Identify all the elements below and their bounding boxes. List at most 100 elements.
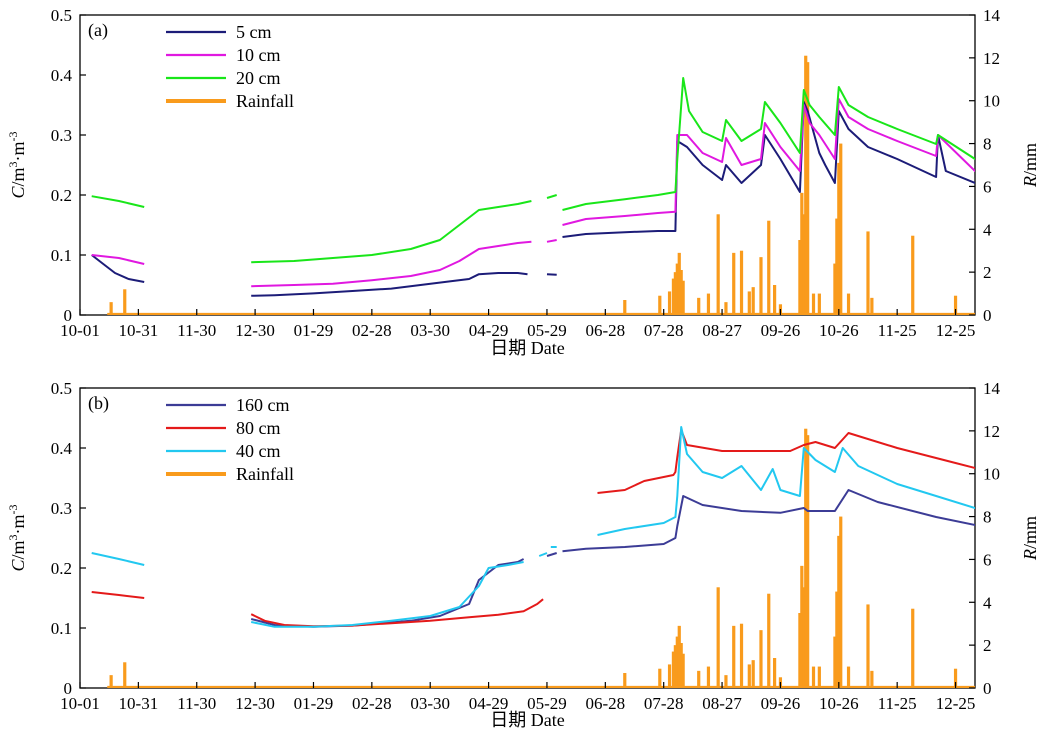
rainfall-bar (658, 296, 661, 315)
y2-axis-var: R (1020, 549, 1040, 561)
y2-tick-label: 10 (983, 465, 1000, 484)
y-tick-label: 0.5 (51, 6, 72, 25)
rainfall-bar (697, 298, 700, 315)
rainfall-bar (707, 294, 710, 315)
y2-tick-label: 4 (983, 593, 992, 612)
series-line-5cm (92, 255, 145, 282)
rainfall-bar (839, 144, 842, 315)
legend-label: 5 cm (236, 22, 272, 42)
y2-tick-label: 0 (983, 306, 992, 325)
y2-axis-var: R (1020, 176, 1040, 188)
legend-label: 10 cm (236, 45, 281, 65)
x-tick-label: 01-29 (294, 694, 334, 713)
y-axis-title: C/m3·m-3 (6, 504, 28, 571)
x-tick-label: 10-26 (819, 321, 859, 340)
y2-tick-label: 6 (983, 177, 992, 196)
rainfall-bar (767, 594, 770, 688)
rainfall-bar (1047, 306, 1050, 315)
rainfall-bar (773, 658, 776, 688)
rainfall-bar (623, 673, 626, 688)
y-axis-mid: ·m (8, 514, 28, 534)
y2-tick-label: 2 (983, 636, 992, 655)
series-line-80cm (92, 592, 145, 598)
series-line-10cm (547, 240, 557, 242)
y2-tick-label: 6 (983, 550, 992, 569)
legend-label: 160 cm (236, 395, 290, 415)
legend-label: 20 cm (236, 68, 281, 88)
x-tick-label: 10-31 (119, 321, 159, 340)
y2-tick-label: 2 (983, 263, 992, 282)
rainfall-bar (123, 289, 126, 315)
y2-tick-label: 10 (983, 92, 1000, 111)
x-tick-label: 07-28 (644, 321, 684, 340)
x-tick-label: 07-28 (644, 694, 684, 713)
x-tick-label: 11-30 (177, 694, 216, 713)
x-tick-label: 12-25 (936, 694, 976, 713)
y2-tick-label: 4 (983, 220, 992, 239)
rainfall-bar (870, 671, 873, 688)
rainfall-bar (717, 214, 720, 315)
rainfall-bar (752, 660, 755, 688)
rainfall-bar (682, 281, 685, 315)
x-tick-label: 06-28 (585, 694, 625, 713)
x-axis-title: 日期 Date (490, 710, 564, 730)
x-tick-label: 12-30 (235, 321, 275, 340)
y2-axis-unit: /mm (1020, 143, 1040, 176)
x-tick-label: 01-29 (294, 321, 334, 340)
y-axis-sup: -3 (6, 131, 20, 141)
rainfall-bar (740, 624, 743, 688)
y-axis-mid: ·m (8, 141, 28, 161)
x-tick-label: 10-31 (119, 694, 159, 713)
rainfall-bar (697, 671, 700, 688)
x-tick-label: 08-27 (702, 321, 742, 340)
y2-tick-label: 14 (983, 379, 1001, 398)
x-tick-label: 11-25 (878, 694, 917, 713)
x-tick-label: 10-26 (819, 694, 859, 713)
x-tick-label: 12-25 (936, 321, 976, 340)
rainfall-bar (759, 257, 762, 315)
rainfall-bar (847, 667, 850, 688)
rainfall-bar (847, 294, 850, 315)
rainfall-bar (812, 294, 815, 315)
rainfall-bar (740, 251, 743, 315)
x-tick-label: 11-25 (878, 321, 917, 340)
y-tick-label: 0.1 (51, 619, 72, 638)
rainfall-bar (818, 294, 821, 315)
rainfall-bar (839, 517, 842, 688)
x-tick-label: 10-01 (60, 321, 100, 340)
y-tick-label: 0.5 (51, 379, 72, 398)
rainfall-bar (717, 587, 720, 688)
y-tick-label: 0.3 (51, 126, 72, 145)
series-line-5cm (547, 274, 557, 275)
series-line-20cm (251, 201, 531, 262)
legend-label: 40 cm (236, 441, 281, 461)
series-line-80cm (251, 599, 543, 626)
rainfall-bar (818, 667, 821, 688)
y2-tick-label: 8 (983, 135, 992, 154)
y2-axis-title: R/mm (1020, 516, 1040, 561)
rainfall-bar (759, 630, 762, 688)
rainfall-bar (911, 609, 914, 688)
y-tick-label: 0.1 (51, 246, 72, 265)
x-tick-label: 03-30 (410, 321, 450, 340)
y-axis-unit: /m (8, 540, 28, 559)
rainfall-bar (806, 435, 809, 688)
x-tick-label: 09-26 (761, 321, 801, 340)
rainfall-bar (1047, 679, 1050, 688)
rainfall-bar (123, 662, 126, 688)
y2-tick-label: 12 (983, 49, 1000, 68)
series-line-40cm (92, 553, 145, 565)
series-line-40cm (539, 553, 547, 556)
x-tick-label: 12-30 (235, 694, 275, 713)
x-tick-label: 09-26 (761, 694, 801, 713)
series-line-160cm (547, 553, 557, 556)
panel-label: (b) (88, 393, 109, 414)
series-line-10cm (92, 255, 145, 264)
rainfall-bar (870, 298, 873, 315)
y-tick-label: 0.3 (51, 499, 72, 518)
y2-tick-label: 14 (983, 6, 1001, 25)
